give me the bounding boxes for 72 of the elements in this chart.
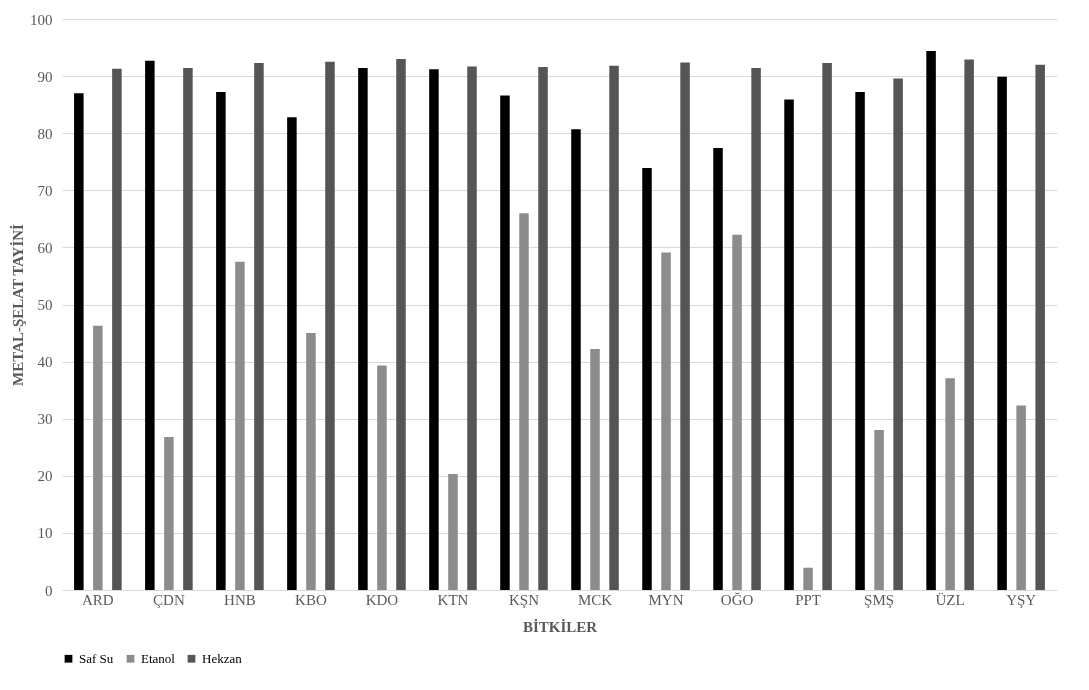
y-axis-title: METAL-ŞELAT TAYİNİ	[10, 223, 26, 386]
legend-label: Hekzan	[202, 650, 243, 666]
y-tick-label: 50	[37, 297, 53, 313]
bar	[874, 430, 884, 590]
bar	[751, 68, 761, 590]
bar	[183, 68, 193, 590]
bar	[145, 60, 155, 590]
bar	[538, 66, 548, 590]
bar	[803, 567, 813, 590]
bar	[661, 252, 671, 590]
x-tick-label: KDO	[365, 591, 399, 608]
bar	[822, 62, 832, 590]
x-tick-label: ŞMŞ	[864, 591, 895, 608]
bar	[164, 436, 174, 590]
bar	[997, 76, 1007, 590]
x-axis-title: BİTKİLER	[522, 618, 598, 635]
bar	[519, 213, 529, 590]
bar	[377, 365, 387, 590]
bar	[1016, 405, 1026, 590]
x-tick-label: KTN	[437, 591, 469, 608]
bar	[396, 58, 406, 590]
legend-label: Saf Su	[79, 650, 114, 666]
bar	[732, 234, 742, 590]
bar	[642, 168, 652, 590]
x-tick-label: KBO	[295, 591, 327, 608]
bar	[93, 325, 103, 590]
bar	[680, 62, 690, 590]
bar	[216, 92, 226, 590]
bar	[467, 66, 477, 590]
bar	[1035, 64, 1045, 590]
bar	[784, 99, 794, 590]
y-tick-label: 60	[37, 239, 53, 256]
legend-label: Etanol	[141, 650, 176, 666]
bar	[254, 62, 264, 590]
x-tick-label: ARD	[82, 591, 114, 608]
bar	[571, 129, 581, 590]
y-tick-label: 100	[30, 11, 53, 28]
y-tick-label: 40	[37, 354, 53, 371]
bar	[235, 261, 245, 590]
x-tick-label: KŞN	[508, 591, 540, 608]
y-tick-label: 0	[45, 582, 53, 599]
bar	[500, 95, 510, 590]
bar	[358, 68, 368, 590]
bar	[893, 78, 903, 590]
bar	[713, 148, 723, 590]
bar	[74, 93, 84, 590]
bar	[855, 92, 865, 590]
bar	[112, 68, 122, 590]
bar	[964, 59, 974, 590]
bar	[287, 117, 297, 590]
bar	[609, 65, 619, 590]
x-tick-label: PPT	[795, 591, 821, 608]
y-tick-label: 80	[37, 125, 53, 142]
bar	[926, 50, 936, 590]
x-tick-label: YŞY	[1006, 591, 1037, 608]
x-tick-label: HNB	[224, 591, 256, 608]
x-tick-label: MCK	[577, 591, 613, 608]
bar	[448, 474, 458, 590]
bar	[325, 61, 335, 590]
y-tick-label: 20	[37, 468, 53, 485]
bar	[590, 349, 600, 590]
x-tick-label: ÜZL	[935, 591, 965, 608]
x-tick-label: OĞO	[720, 591, 754, 608]
bar	[306, 333, 316, 590]
x-tick-label: MYN	[648, 591, 684, 608]
bar	[945, 378, 955, 590]
y-tick-label: 90	[37, 68, 53, 85]
y-tick-label: 10	[37, 525, 53, 542]
bar	[429, 69, 439, 590]
y-tick-label: 70	[37, 182, 53, 199]
x-tick-label: ÇDN	[153, 591, 185, 608]
y-tick-label: 30	[37, 411, 53, 428]
